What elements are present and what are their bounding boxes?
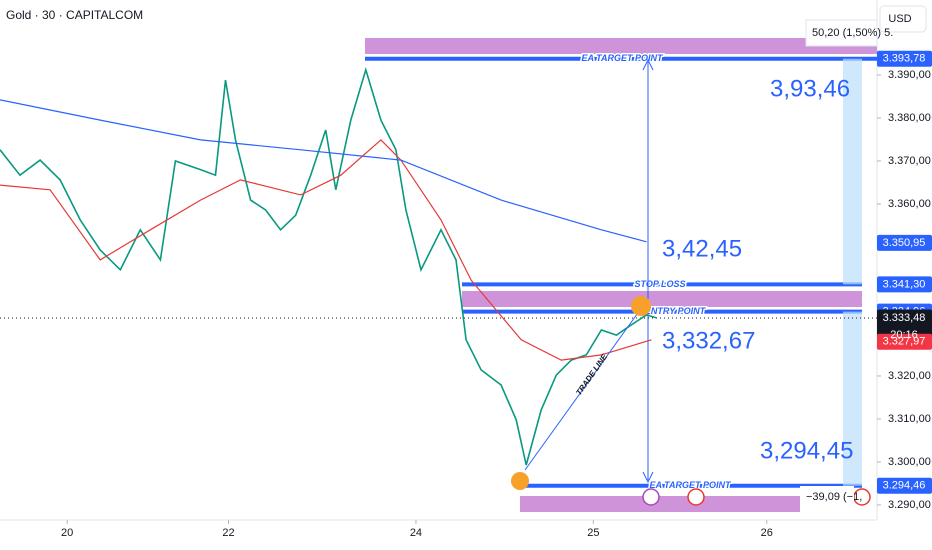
plot-area: EA TARGET POINT STOP LOSS ENTRY POINT EA TA… bbox=[0, 38, 877, 512]
level-label: STOP LOSS bbox=[634, 279, 685, 289]
price-badge-label: 3.327,97 bbox=[883, 336, 926, 348]
moving-average bbox=[0, 99, 647, 243]
y-tick-label: 3.300,00 bbox=[888, 456, 931, 468]
stats-label: 50,20 (1,50%) 5. bbox=[812, 27, 893, 39]
marker bbox=[631, 296, 651, 316]
level-label: EA TARGET POINT bbox=[650, 480, 733, 490]
y-tick-label: 3.290,00 bbox=[888, 499, 931, 511]
level-label: EA TARGET POINT bbox=[582, 53, 665, 63]
price-badge-label: 3.333,48 bbox=[883, 312, 926, 324]
zone-band bbox=[462, 291, 862, 307]
zone-band bbox=[520, 496, 800, 512]
y-tick-label: 3.360,00 bbox=[888, 198, 931, 210]
x-tick-label: 22 bbox=[222, 527, 234, 539]
countdown: 20:16 bbox=[890, 329, 918, 341]
price-badge bbox=[877, 50, 932, 67]
event-icon bbox=[642, 488, 660, 506]
measure-band bbox=[843, 311, 862, 486]
price-badge-label: 3.393,78 bbox=[883, 53, 926, 65]
stats-label: −39,09 (−1, bbox=[806, 491, 862, 503]
chart-title: Gold · 30 · CAPITALCOM bbox=[6, 8, 143, 22]
price-badge bbox=[877, 477, 932, 494]
moving-average bbox=[0, 139, 652, 361]
y-tick-label: 3.390,00 bbox=[888, 69, 931, 81]
arrow-head bbox=[642, 471, 654, 484]
currency-button[interactable] bbox=[879, 5, 927, 33]
measure-label: 3,294,45 bbox=[760, 437, 853, 464]
y-tick-label: 3.380,00 bbox=[888, 112, 931, 124]
price-badge-label: 3.341,30 bbox=[883, 278, 926, 290]
trade-line bbox=[524, 309, 641, 471]
price-badge-label: 3.294,46 bbox=[883, 480, 926, 492]
arrow-head bbox=[642, 58, 654, 71]
level-label: ENTRY POINT bbox=[645, 306, 707, 316]
price-badge bbox=[877, 276, 932, 293]
x-tick-label: 20 bbox=[61, 527, 73, 539]
stats-box bbox=[805, 19, 878, 47]
y-tick-label: 3.370,00 bbox=[888, 155, 931, 167]
measure-label: 3,42,45 bbox=[662, 235, 742, 262]
x-tick-label: 25 bbox=[587, 527, 599, 539]
x-tick-label: 24 bbox=[410, 527, 422, 539]
measure-label: 3,332,67 bbox=[662, 327, 755, 354]
price-badge bbox=[877, 234, 932, 251]
marker bbox=[511, 472, 529, 490]
x-tick-label: 26 bbox=[761, 527, 773, 539]
event-icon bbox=[687, 488, 705, 506]
y-tick-label: 3.320,00 bbox=[888, 370, 931, 382]
price-line-series bbox=[0, 67, 657, 466]
measure-label: 3,93,46 bbox=[770, 75, 850, 102]
zone-band bbox=[365, 38, 877, 54]
stats-box bbox=[800, 486, 854, 508]
measure-band bbox=[843, 58, 862, 285]
price-badge bbox=[877, 333, 932, 350]
price-badge-label: 3.350,95 bbox=[883, 237, 926, 249]
currency[interactable]: USD bbox=[888, 13, 911, 25]
y-tick-label: 3.310,00 bbox=[888, 413, 931, 425]
